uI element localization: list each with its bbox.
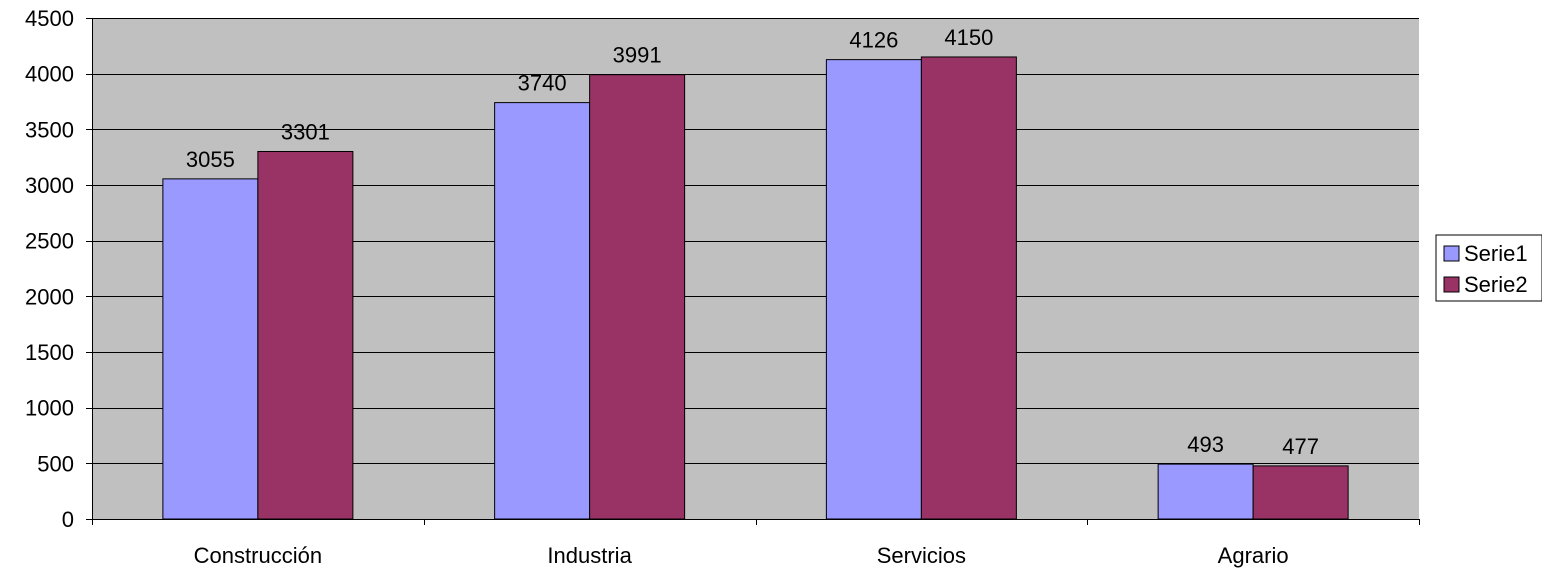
x-tick-label: Construcción [194, 543, 322, 568]
data-label: 3301 [281, 119, 330, 144]
x-tick-label: Servicios [877, 543, 966, 568]
bar-serie1-2 [825, 59, 922, 520]
legend: Serie1 Serie2 [1435, 234, 1542, 302]
bar-serie1-1 [494, 102, 591, 520]
axes [86, 18, 1420, 525]
y-tick-label: 2500 [25, 229, 74, 254]
data-label: 4126 [849, 28, 898, 53]
y-tick-label: 4500 [25, 6, 74, 31]
data-label: 3991 [613, 43, 662, 68]
y-tick-label: 3000 [25, 173, 74, 198]
data-label: 3740 [518, 71, 567, 96]
data-labels: 3055 3301 3740 3991 4126 4150 493 477 [186, 25, 1319, 459]
bar-serie2-3 [1252, 465, 1349, 520]
bar-serie2-0 [257, 150, 354, 520]
bar-serie2-1 [589, 74, 686, 520]
y-tick-label: 500 [37, 451, 74, 476]
y-tick-label: 2000 [25, 284, 74, 309]
bars [162, 56, 1349, 520]
bar-serie1-3 [1157, 463, 1254, 520]
legend-swatch [1443, 245, 1460, 262]
legend-label: Serie2 [1464, 272, 1528, 297]
legend-swatch [1443, 276, 1460, 293]
data-label: 4150 [944, 25, 993, 50]
x-tick-label: Industria [547, 543, 632, 568]
y-tick-label: 1000 [25, 396, 74, 421]
y-tick-label: 0 [62, 507, 74, 532]
bar-serie1-0 [162, 178, 259, 520]
y-tick-label: 4000 [25, 62, 74, 87]
y-tick-label: 1500 [25, 340, 74, 365]
x-tick-label: Agrario [1218, 543, 1289, 568]
legend-label: Serie1 [1464, 241, 1528, 266]
data-label: 493 [1187, 432, 1224, 457]
data-label: 3055 [186, 147, 235, 172]
bar-serie2-2 [920, 56, 1017, 520]
y-axis-tick-labels: 0 500 1000 1500 2000 2500 3000 3500 4000 4500 [25, 6, 74, 532]
y-tick-label: 3500 [25, 117, 74, 142]
x-axis-tick-labels: Construcción Industria Servicios Agrario [194, 543, 1289, 568]
data-label: 477 [1282, 434, 1319, 459]
